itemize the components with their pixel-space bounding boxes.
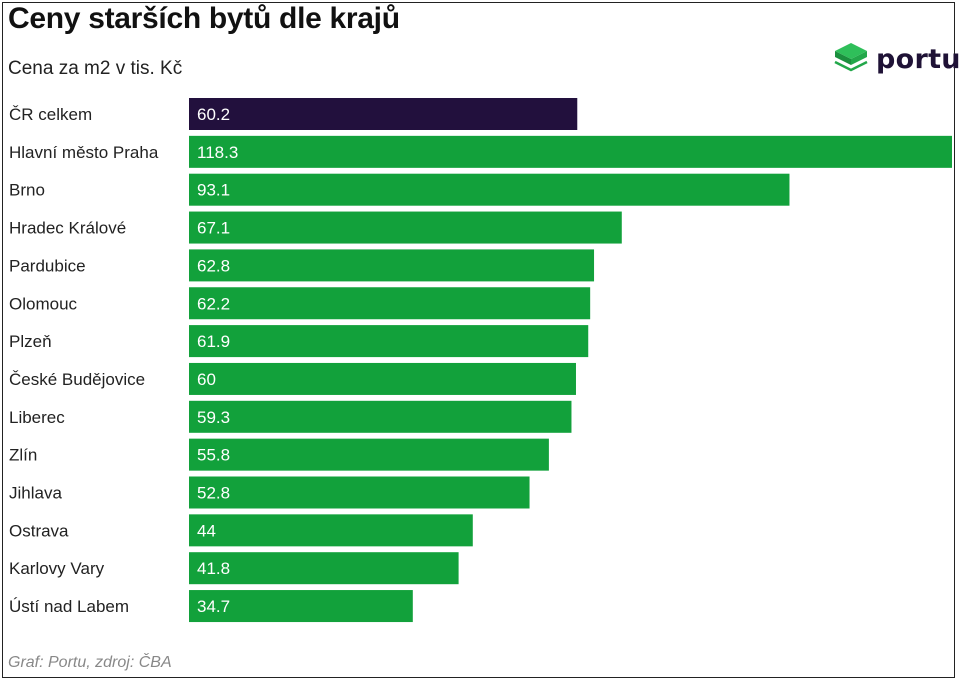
bar — [189, 325, 589, 358]
bar — [189, 211, 622, 244]
category-label: Ústí nad Labem — [9, 597, 129, 616]
value-label: 34.7 — [197, 597, 230, 616]
category-label: Jihlava — [9, 484, 62, 503]
bar — [189, 135, 952, 168]
category-label: Ostrava — [9, 521, 69, 540]
chart-subtitle: Cena za m2 v tis. Kč — [8, 58, 183, 79]
category-label: Plzeň — [9, 332, 52, 351]
bar — [189, 400, 572, 433]
category-label: Zlín — [9, 446, 37, 465]
bar — [189, 249, 595, 282]
category-label: Karlovy Vary — [9, 559, 105, 578]
bar — [189, 287, 591, 320]
value-label: 44 — [197, 521, 216, 540]
category-label: Olomouc — [9, 294, 78, 313]
value-label: 118.3 — [197, 143, 238, 162]
category-label: ČR celkem — [9, 105, 92, 124]
logo-text: portu — [876, 43, 959, 75]
value-label: 60 — [197, 370, 216, 389]
bar — [189, 552, 459, 585]
value-label: 41.8 — [197, 559, 230, 578]
source-note: Graf: Portu, zdroj: ČBA — [8, 654, 172, 671]
bar — [189, 362, 576, 395]
bar — [189, 514, 473, 547]
bar — [189, 476, 530, 509]
portu-logo: portu — [832, 40, 959, 78]
value-label: 93.1 — [197, 181, 230, 200]
value-label: 62.2 — [197, 294, 230, 313]
category-label: Liberec — [9, 408, 65, 427]
bar — [189, 98, 578, 130]
value-label: 61.9 — [197, 332, 230, 351]
category-label: České Budějovice — [9, 370, 145, 389]
value-label: 55.8 — [197, 446, 230, 465]
value-label: 62.8 — [197, 256, 230, 275]
value-label: 60.2 — [197, 105, 230, 124]
value-label: 59.3 — [197, 408, 230, 427]
value-label: 52.8 — [197, 484, 230, 503]
portu-cube-icon — [834, 43, 868, 72]
chart-title: Ceny starších bytů dle krajů — [8, 2, 400, 35]
category-label: Brno — [9, 181, 45, 200]
category-label: Pardubice — [9, 256, 86, 275]
category-label: Hlavní město Praha — [9, 143, 159, 162]
bar — [189, 590, 413, 623]
value-label: 67.1 — [197, 219, 230, 238]
bar — [189, 438, 549, 471]
bar — [189, 173, 790, 206]
category-label: Hradec Králové — [9, 219, 126, 238]
